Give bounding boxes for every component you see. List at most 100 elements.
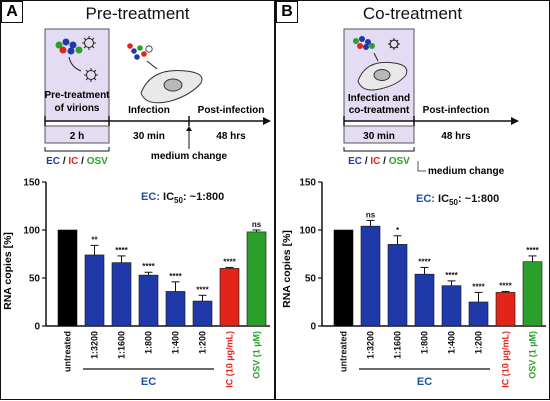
x-tick-label: IC (10 µg/mL) [501,331,511,388]
step2-label: Post-infection [423,105,490,116]
y-tick-label: 50 [29,274,41,285]
x-tick-label: OSV (1 µM) [252,331,262,379]
virion-cluster-icon [353,36,375,50]
y-tick-label: 150 [299,178,316,189]
significance-label: **** [196,285,209,294]
arrow-icon [68,56,82,72]
ic50-annotation: EC: IC50: ~1:800 [141,191,224,205]
virus-icon [388,38,400,50]
bar [387,244,408,327]
cell-icon [357,61,408,91]
medium-change-label: medium change [428,166,505,177]
virion-cluster-icon [127,43,153,60]
panel-a-figure: Pre-treatment of virions 2 h Infection 3… [2,28,271,388]
bar [495,292,516,327]
box-label-line2: of virions [54,103,99,114]
bar [333,229,354,327]
significance-label: ns [252,220,262,229]
bar [84,254,105,327]
x-tick-label: IC (10 µg/mL) [225,331,235,388]
significance-label: **** [142,262,155,271]
box-label-line2: co-treatment [349,105,410,116]
significance-label: **** [445,271,458,280]
x-tick-label: 1:400 [447,331,457,354]
y-axis-label: RNA copies [%] [281,230,293,308]
step2-label: Infection [128,105,170,116]
bar-chart: 0 50 100 150 untreated ns 1:3200 * 1:1600 **** 1:8… [299,178,546,388]
panel-letter: A [1,1,23,23]
x-tick-label: 1:200 [198,331,208,354]
virion-cluster-icon [55,38,83,55]
significance-label: **** [418,257,431,266]
arrow-icon [146,60,158,70]
x-tick-label: 1:200 [474,331,484,354]
x-tick-label: 1:1600 [393,331,403,359]
x-tick-label: 1:1600 [117,331,127,359]
significance-label: **** [526,246,539,255]
significance-label: **** [115,246,128,255]
y-axis-label: RNA copies [%] [2,232,14,310]
medium-change-label: medium change [151,151,228,162]
x-tick-label: 1:800 [144,331,154,354]
significance-label: **** [472,282,485,291]
panel-title: Co-treatment [362,4,463,23]
significance-label: ** [91,235,98,244]
x-tick-label: 1:3200 [90,331,100,359]
y-tick-label: 150 [23,178,40,189]
step3-label: Post-infection [198,105,265,116]
y-tick-label: 100 [299,226,316,237]
bar [360,225,381,327]
x-tick-label: 1:400 [171,331,181,354]
panel-letter: B [276,1,298,23]
significance-label: ns [366,210,376,219]
y-tick-label: 0 [34,322,40,333]
box-label-line1: Pre-treatment [44,90,110,101]
panel-title: Pre-treatment [85,4,190,23]
y-tick-label: 0 [310,322,316,333]
significance-label: **** [223,257,236,266]
ic50-annotation: EC: IC50: ~1:800 [416,193,499,207]
bar [441,285,462,327]
arrowhead-icon [511,117,519,125]
bar [138,274,159,327]
step2-duration: 30 min [133,131,165,142]
virus-icon [84,68,98,82]
bar-chart: 0 50 100 150 untreated ** 1:3200 **** 1:1600 ****… [23,178,270,388]
step3-duration: 48 hrs [216,131,246,142]
bar [522,261,543,327]
bar [414,273,435,327]
arrow-icon [373,52,379,62]
x-tick-label: untreated [339,331,349,372]
cell-icon [140,69,203,104]
x-tick-label: OSV (1 µM) [528,331,538,379]
arrowhead-icon [263,117,271,125]
box-label-line1: Infection and [348,93,410,104]
bar [219,268,240,327]
virus-icon [82,36,96,50]
panel-b-figure: Infection and co-treatment 30 min Post-i… [281,28,546,388]
y-tick-label: 100 [23,226,40,237]
bar [246,231,267,327]
panel-a: A Pre-treatment Pre-treatment of virions [0,0,275,400]
x-tick-label: untreated [63,331,73,372]
significance-label: **** [169,272,182,281]
bar [57,229,78,327]
group-label: EC [141,376,156,388]
step1-duration: 2 h [70,131,84,142]
y-tick-label: 50 [305,274,317,285]
arrowhead-icon [186,126,192,131]
panel-b: B Co-treatment Infection and co-treatmen… [275,0,550,400]
bar [468,301,489,327]
bar [165,291,186,327]
significance-label: **** [499,281,512,290]
treatment-legend: EC / IC / OSV [348,156,410,167]
significance-label: * [396,226,400,235]
treatment-legend: EC / IC / OSV [46,156,108,167]
group-label: EC [417,376,432,388]
bar [192,300,213,327]
step2-duration: 48 hrs [441,131,471,142]
step1-duration: 30 min [363,131,395,142]
x-tick-label: 1:3200 [366,331,376,359]
bar [111,262,132,327]
x-tick-label: 1:800 [420,331,430,354]
